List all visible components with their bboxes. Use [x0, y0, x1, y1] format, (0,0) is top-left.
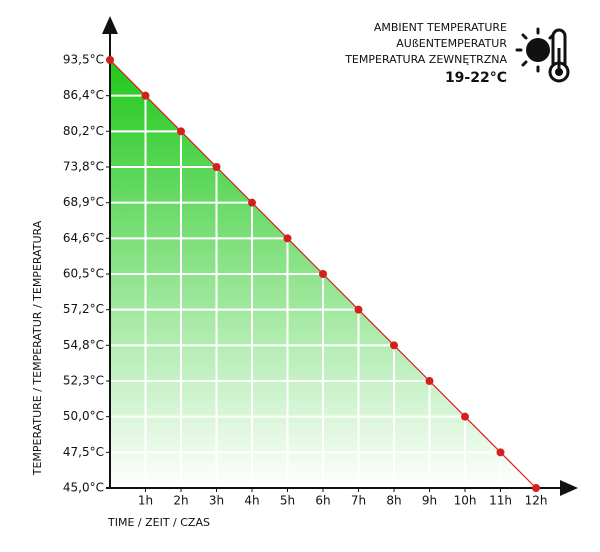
data-point — [248, 198, 256, 207]
y-tick-label: 47,5°C — [63, 445, 104, 459]
x-tick-label: 5h — [280, 494, 295, 508]
y-tick-label: 54,8°C — [63, 338, 104, 352]
x-tick-label: 12h — [525, 494, 548, 508]
x-tick-label: 7h — [351, 494, 366, 508]
x-tick-label: 9h — [422, 494, 437, 508]
data-point — [390, 341, 398, 350]
x-tick-label: 8h — [386, 494, 401, 508]
x-tick-label: 11h — [489, 494, 512, 508]
data-point — [177, 127, 185, 136]
y-tick-label: 86,4°C — [63, 88, 104, 102]
x-tick-label: 3h — [209, 494, 224, 508]
data-point — [425, 377, 434, 385]
data-point — [532, 484, 540, 492]
data-point — [319, 270, 327, 278]
plot-area: 45,0°C 47,5°C 50,0°C 52,3°C 54,8°C 57,2°C 60,5… — [63, 16, 578, 508]
annotation: 19-22°C — [445, 70, 507, 86]
x-tick-label: 4h — [244, 494, 259, 508]
x-tick-label: 10h — [454, 494, 477, 508]
data-point — [354, 305, 363, 314]
y-tick-label: 64,6°C — [63, 231, 104, 245]
annotation: AUßENTEMPERATUR — [396, 37, 507, 50]
y-tick-label: 60,5°C — [63, 267, 104, 281]
weather-icon — [515, 27, 570, 83]
annotation: AMBIENT TEMPERATURE — [374, 21, 507, 34]
y-tick-label: 52,3°C — [63, 374, 104, 388]
y-tick-label: 68,9°C — [63, 195, 104, 209]
y-tick-label: 93,5°C — [63, 53, 104, 67]
y-tick-label: 45,0°C — [63, 481, 104, 495]
y-tick-label: 50,0°C — [63, 409, 104, 423]
y-tick-label: 80,2°C — [63, 124, 104, 138]
annotation: TEMPERATURA ZEWNĘTRZNA — [344, 53, 507, 66]
x-tick-label: 6h — [315, 494, 330, 508]
data-point — [461, 412, 469, 421]
data-point — [106, 56, 114, 64]
y-axis-label: TEMPERATURE / TEMPERATUR / TEMPERATURA — [31, 220, 44, 476]
data-point — [496, 448, 505, 457]
y-tick-label: 57,2°C — [63, 302, 104, 316]
data-point — [141, 91, 150, 100]
x-tick-label: 1h — [138, 494, 153, 508]
x-axis-label: TIME / ZEIT / CZAS — [107, 516, 210, 529]
data-point — [283, 234, 292, 243]
data-point — [212, 163, 221, 171]
y-tick-label: 73,8°C — [63, 160, 104, 174]
x-tick-label: 2h — [173, 494, 188, 508]
